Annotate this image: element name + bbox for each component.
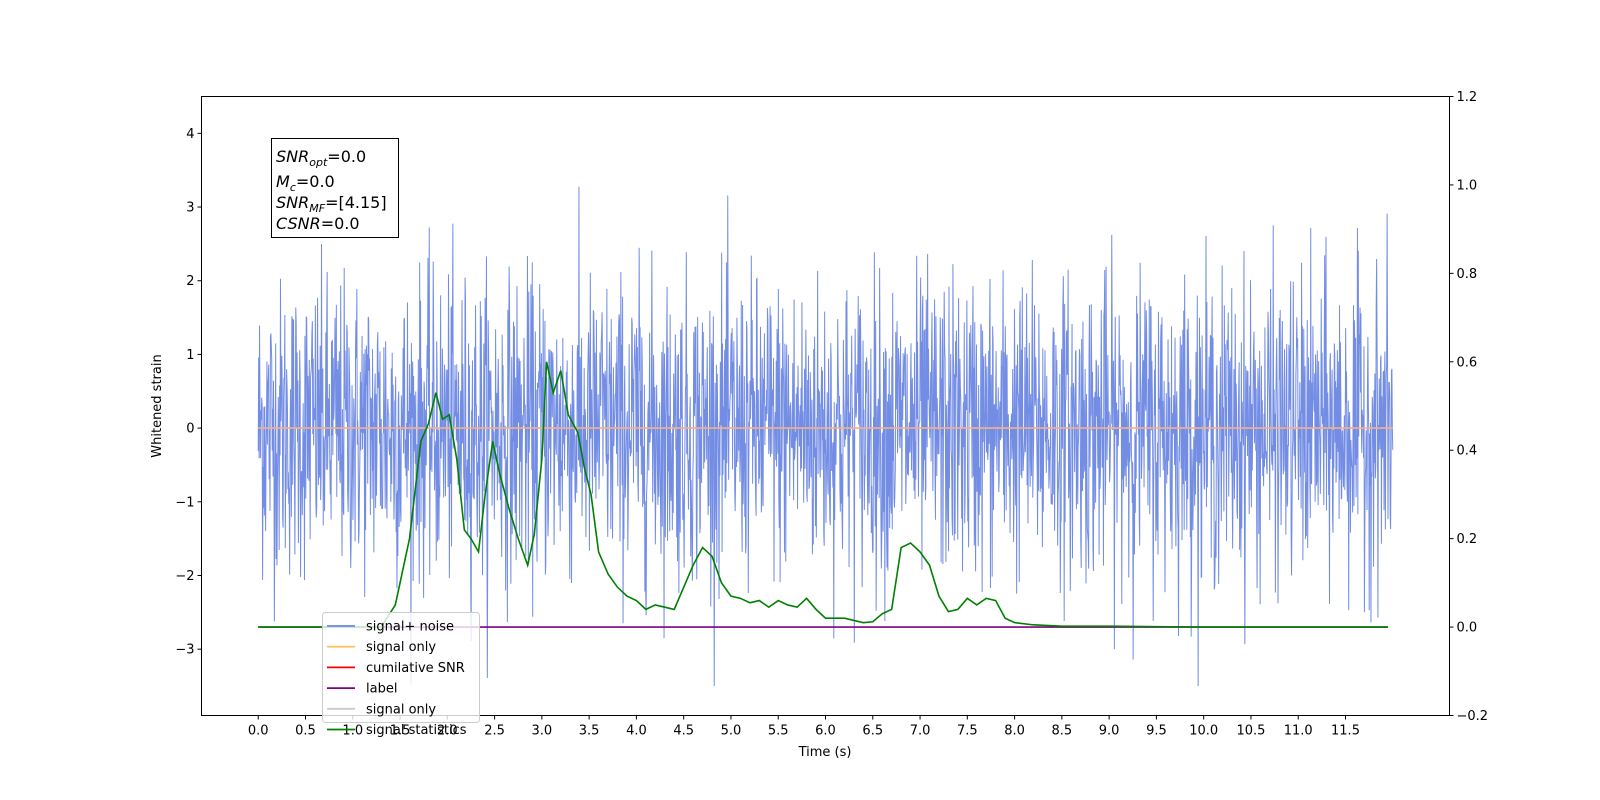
x-tick-label: 2.5 xyxy=(484,724,505,739)
legend-label: signal+ noise xyxy=(366,620,454,635)
x-tick-label: 7.5 xyxy=(957,724,978,739)
y2-tick-label: 1.0 xyxy=(1457,178,1478,193)
y-tick-label: 2 xyxy=(186,274,194,289)
legend-label: cumilative SNR xyxy=(366,661,465,676)
x-tick-label: 9.5 xyxy=(1146,724,1167,739)
x-tick-label: 2.0 xyxy=(437,724,458,739)
y2-tick-label: 0.6 xyxy=(1457,355,1478,370)
x-tick-label: 4.5 xyxy=(673,724,694,739)
y-axis-label: Whitened strain xyxy=(150,354,165,457)
legend-label: label xyxy=(366,682,397,697)
x-tick-label: 0.5 xyxy=(295,724,316,739)
x-axis-label: Time (s) xyxy=(798,745,852,760)
y-tick-label: 4 xyxy=(186,127,194,142)
info-box-frame xyxy=(271,138,399,238)
y2-tick-label: 0.4 xyxy=(1457,444,1478,459)
y2-tick-label: 0.2 xyxy=(1457,532,1478,547)
y2-tick-label: 0.8 xyxy=(1457,267,1478,282)
x-tick-label: 7.0 xyxy=(910,724,931,739)
info-line: SNRopt=0.0 xyxy=(276,147,366,169)
legend-frame xyxy=(322,612,480,723)
legend: signal+ noise signal only cumilative SNR la… xyxy=(322,612,480,738)
info-line: Mc=0.0 xyxy=(276,172,335,194)
legend-label: signal statistics xyxy=(366,723,467,738)
y-tick-label: 3 xyxy=(186,201,194,216)
axes: 0.0 0.5 1.0 1.5 2.0 2.5 3.0 3.5 4.0 4.5 5.0 5.5 6.0 6… xyxy=(175,90,1488,739)
x-tick-label: 10.0 xyxy=(1189,724,1218,739)
y-tick-label: −1 xyxy=(175,495,194,510)
x-tick-label: 10.5 xyxy=(1236,724,1265,739)
x-tick-label: 9.0 xyxy=(1099,724,1120,739)
x-tick-label: 1.5 xyxy=(390,724,411,739)
legend-label: signal only xyxy=(366,640,436,655)
x-tick-label: 5.0 xyxy=(721,724,742,739)
y-tick-label: −2 xyxy=(175,569,194,584)
info-line: SNRMF=[4.15] xyxy=(276,193,387,215)
x-tick-label: 3.5 xyxy=(579,724,600,739)
y-tick-label: 1 xyxy=(186,348,194,363)
x-tick-label: 11.5 xyxy=(1331,724,1360,739)
y-tick-label: −3 xyxy=(175,643,194,658)
y2-tick-label: 0.0 xyxy=(1457,621,1478,636)
x-tick-label: 8.5 xyxy=(1052,724,1073,739)
series-signal-noise xyxy=(257,186,1394,687)
x-tick-label: 6.0 xyxy=(815,724,836,739)
x-tick-label: 3.0 xyxy=(532,724,553,739)
x-tick-label: 6.5 xyxy=(862,724,883,739)
legend-label: signal only xyxy=(366,702,436,717)
y2-tick-label: −0.2 xyxy=(1457,709,1489,724)
x-tick-label: 8.0 xyxy=(1004,724,1025,739)
x-tick-label: 4.0 xyxy=(626,724,647,739)
x-tick-label: 11.0 xyxy=(1284,724,1313,739)
y-tick-label: 0 xyxy=(186,422,194,437)
series-signal-statistics xyxy=(258,361,1389,628)
x-tick-label: 5.5 xyxy=(768,724,789,739)
x-tick-label: 1.0 xyxy=(342,724,363,739)
y2-tick-label: 1.2 xyxy=(1457,90,1478,105)
x-tick-label: 0.0 xyxy=(248,724,269,739)
info-line: CSNR=0.0 xyxy=(276,214,360,233)
